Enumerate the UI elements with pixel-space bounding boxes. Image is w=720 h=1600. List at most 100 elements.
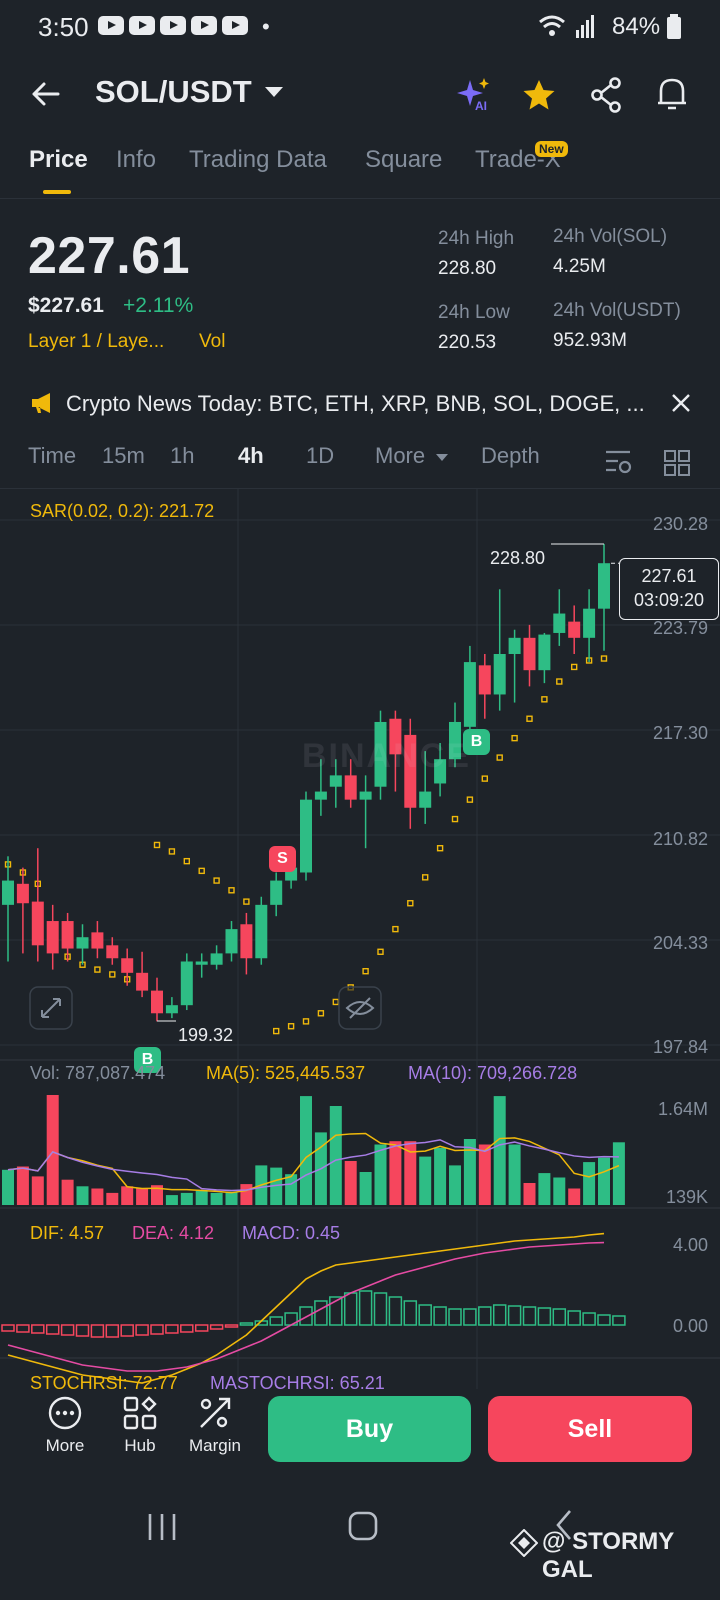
share-icon[interactable] <box>590 77 624 113</box>
volume-bar <box>329 1106 342 1205</box>
interval-1h[interactable]: 1h <box>170 443 195 468</box>
more-button[interactable]: More <box>30 1395 100 1456</box>
more-dropdown-icon[interactable] <box>436 454 448 461</box>
candle-body <box>344 775 357 800</box>
volume-bar <box>285 1174 298 1205</box>
sar-dot <box>243 898 250 905</box>
divider <box>0 488 720 489</box>
sar-dot <box>362 968 369 975</box>
tab-trading-data[interactable]: Trading Data <box>189 146 327 173</box>
current-price-box: 227.61 03:09:20 <box>619 558 719 620</box>
tab-info[interactable]: Info <box>116 146 157 173</box>
svg-text:AI: AI <box>475 99 487 113</box>
status-bar: 3:50 • 84% <box>0 0 720 52</box>
sar-dot <box>392 925 399 933</box>
candle-body <box>61 921 74 949</box>
sar-dot <box>422 874 429 881</box>
pair-title[interactable]: SOL/USDT <box>95 74 252 109</box>
news-text[interactable]: Crypto News Today: BTC, ETH, XRP, BNB, S… <box>66 391 645 416</box>
candlestick-chart[interactable] <box>0 489 720 1389</box>
candle-body <box>180 961 193 1006</box>
sell-signal-marker: S <box>269 846 296 872</box>
recent-apps-icon[interactable] <box>146 1512 178 1542</box>
interval-15m[interactable]: 15m <box>102 443 145 468</box>
candle-body <box>46 921 59 954</box>
interval-more[interactable]: More <box>375 443 426 468</box>
low-marker-label: 199.32 <box>178 1025 234 1045</box>
stat-24h-vol-sol-label: 24h Vol(SOL) <box>553 226 668 247</box>
sar-dot <box>302 1018 310 1025</box>
hide-eye-icon[interactable] <box>338 986 382 1030</box>
sar-dot <box>541 696 548 703</box>
close-icon[interactable] <box>670 392 692 414</box>
indicator-settings-icon[interactable] <box>604 448 634 476</box>
macd-histogram-bar <box>165 1324 179 1334</box>
buy-button[interactable]: Buy <box>268 1396 471 1462</box>
youtube-notification-icon <box>129 16 155 35</box>
layout-grid-icon[interactable] <box>664 450 690 476</box>
interval-4h[interactable]: 4h <box>238 443 264 468</box>
volume-bar <box>106 1192 119 1205</box>
macd-histogram-bar <box>388 1296 403 1326</box>
news-banner[interactable] <box>0 380 720 440</box>
interval-1d[interactable]: 1D <box>306 443 335 468</box>
candle-body <box>523 637 536 671</box>
interval-time[interactable]: Time <box>28 443 77 468</box>
candle-body <box>598 563 610 609</box>
sar-dot <box>198 867 205 875</box>
margin-button[interactable]: Margin <box>180 1395 250 1456</box>
candle-body <box>478 665 491 695</box>
tab-price[interactable]: Price <box>29 146 88 173</box>
macd-histogram-bar <box>90 1324 105 1338</box>
volume-bar <box>493 1096 506 1205</box>
mastochrsi-label: MASTOCHRSI: 65.21 <box>210 1373 385 1393</box>
pair-dropdown-icon[interactable] <box>265 87 283 97</box>
macd-histogram-bar <box>105 1324 120 1338</box>
sar-dot <box>94 966 101 973</box>
candle-body <box>151 990 163 1014</box>
sar-dot <box>109 971 116 978</box>
candle-body <box>121 958 134 973</box>
interval-depth[interactable]: Depth <box>481 443 540 468</box>
sar-dot <box>466 796 474 803</box>
macd-tick: 0.00 <box>672 1316 708 1336</box>
candle-countdown: 03:09:20 <box>633 590 705 610</box>
sar-dot <box>600 655 608 662</box>
macd-histogram-bar <box>150 1324 164 1335</box>
macd-tick: 4.00 <box>672 1235 708 1255</box>
bell-icon[interactable] <box>655 75 689 113</box>
macd-histogram-bar <box>135 1324 149 1336</box>
ai-sparkle-icon[interactable]: AI <box>456 76 496 114</box>
sar-dot <box>407 900 414 907</box>
vol-tag[interactable]: Vol <box>199 331 226 352</box>
candle-body <box>240 924 253 959</box>
candle-body <box>136 972 149 991</box>
more-dots-icon <box>48 1396 82 1430</box>
star-icon[interactable] <box>521 78 557 112</box>
youtube-notification-icon <box>222 16 248 35</box>
volume-bar <box>180 1192 193 1205</box>
back-nav-icon[interactable] <box>552 1508 576 1542</box>
sar-dot <box>526 715 533 722</box>
expand-icon[interactable] <box>29 986 73 1030</box>
sar-dot <box>153 841 161 849</box>
home-icon[interactable] <box>347 1510 379 1542</box>
volume-bar <box>434 1147 447 1205</box>
macd-histogram-bar <box>358 1290 373 1326</box>
macd-histogram-bar <box>582 1312 596 1326</box>
sar-dot <box>213 877 220 884</box>
hub-button[interactable]: Hub <box>105 1395 175 1456</box>
youtube-notification-icon <box>191 16 217 35</box>
category-tag[interactable]: Layer 1 / Laye... <box>28 331 165 352</box>
ma10-line <box>7 1139 619 1192</box>
dea-label: DEA: 4.12 <box>132 1223 215 1243</box>
back-arrow-icon[interactable] <box>28 76 64 112</box>
sar-dot <box>377 948 384 955</box>
volume-bar <box>91 1188 104 1205</box>
vol-label: Vol: 787,087.474 <box>30 1063 166 1083</box>
sell-button[interactable]: Sell <box>488 1396 692 1462</box>
sar-dot <box>287 1023 295 1030</box>
volume-bar <box>523 1183 536 1205</box>
tab-square[interactable]: Square <box>365 146 443 173</box>
candle-body <box>210 953 223 965</box>
